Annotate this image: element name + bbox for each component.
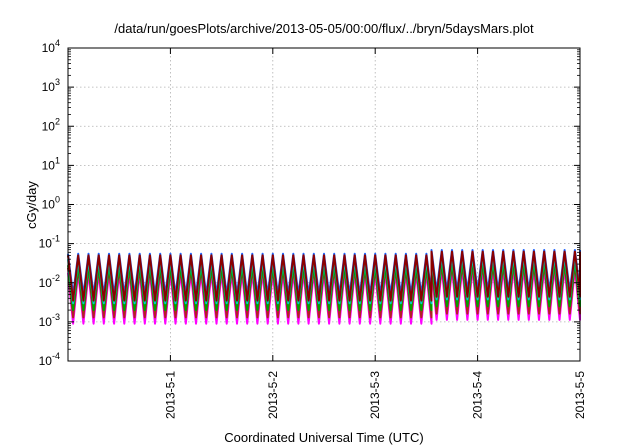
series-line — [67, 250, 581, 302]
series-line — [67, 268, 581, 325]
x-axis-label: Coordinated Universal Time (UTC) — [224, 430, 423, 445]
y-tick-label: 102 — [42, 116, 60, 133]
series-line — [67, 260, 581, 312]
chart-title: /data/run/goesPlots/archive/2013-05-05/0… — [114, 21, 534, 36]
y-tick-label: 10-1 — [39, 234, 60, 251]
x-tick-label: 2013-5-1 — [163, 371, 177, 419]
x-tick-label: 2013-5-4 — [471, 371, 485, 419]
series-line — [67, 254, 581, 305]
axis-ticks: 10-4 10-3 10-2 10-1 100 101 102 103 104 2013-5-1 2… — [39, 38, 587, 419]
series-line — [67, 263, 581, 319]
y-tick-label: 10-4 — [39, 351, 60, 368]
y-tick-label: 101 — [42, 155, 60, 172]
x-tick-label: 2013-5-2 — [266, 371, 280, 419]
series-lines — [67, 249, 581, 325]
y-tick-label: 103 — [42, 77, 60, 94]
y-tick-label: 10-3 — [39, 312, 60, 329]
x-tick-label: 2013-5-5 — [573, 371, 587, 419]
y-tick-label: 100 — [42, 195, 60, 212]
y-tick-label: 104 — [42, 38, 60, 55]
x-tick-label: 2013-5-3 — [368, 371, 382, 419]
y-axis-label: cGy/day — [24, 181, 39, 229]
y-tick-label: 10-2 — [39, 273, 60, 290]
